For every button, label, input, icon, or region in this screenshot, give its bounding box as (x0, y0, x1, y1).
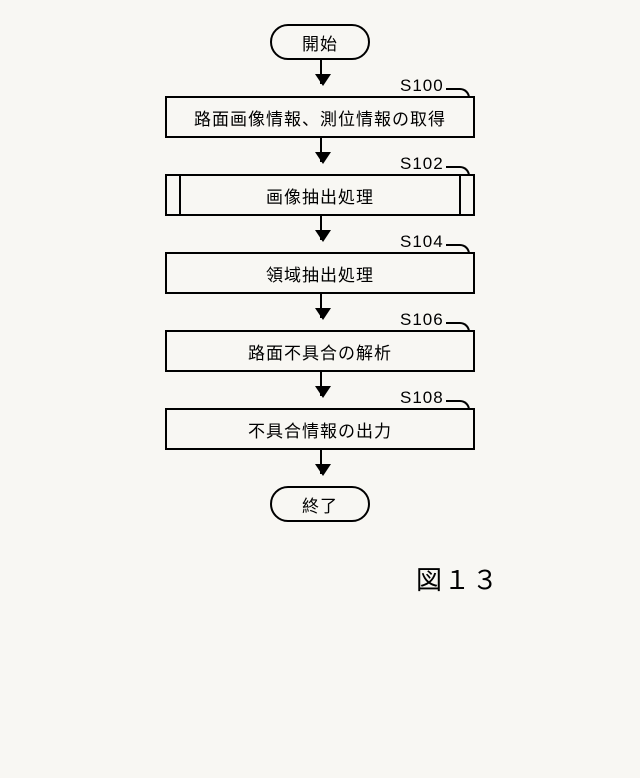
start-text: 開始 (302, 30, 338, 55)
leader-s102 (446, 166, 460, 168)
figure-label: 図１３ (416, 560, 500, 597)
process-s102: 画像抽出処理 (165, 174, 475, 216)
process-s108: 不具合情報の出力 (165, 408, 475, 450)
process-s102-text: 画像抽出処理 (266, 183, 374, 208)
arrow-5 (320, 450, 322, 474)
arrow-1 (320, 138, 322, 162)
arrow-0 (320, 60, 322, 84)
process-s100-text: 路面画像情報、測位情報の取得 (194, 105, 446, 130)
step-label-s100: S100 (400, 76, 444, 96)
process-s100: 路面画像情報、測位情報の取得 (165, 96, 475, 138)
terminator-start: 開始 (270, 24, 370, 60)
arrow-2 (320, 216, 322, 240)
leader-s100 (446, 88, 460, 90)
process-s106: 路面不具合の解析 (165, 330, 475, 372)
leader-s108 (446, 400, 460, 402)
arrow-3 (320, 294, 322, 318)
end-text: 終了 (302, 492, 338, 517)
leader-s104 (446, 244, 460, 246)
process-s106-text: 路面不具合の解析 (248, 339, 392, 364)
step-label-s106: S106 (400, 310, 444, 330)
process-s104-text: 領域抽出処理 (266, 261, 374, 286)
process-s108-text: 不具合情報の出力 (248, 417, 392, 442)
terminator-end: 終了 (270, 486, 370, 522)
step-label-s104: S104 (400, 232, 444, 252)
leader-s106 (446, 322, 460, 324)
step-label-s108: S108 (400, 388, 444, 408)
process-s104: 領域抽出処理 (165, 252, 475, 294)
arrow-4 (320, 372, 322, 396)
step-label-s102: S102 (400, 154, 444, 174)
